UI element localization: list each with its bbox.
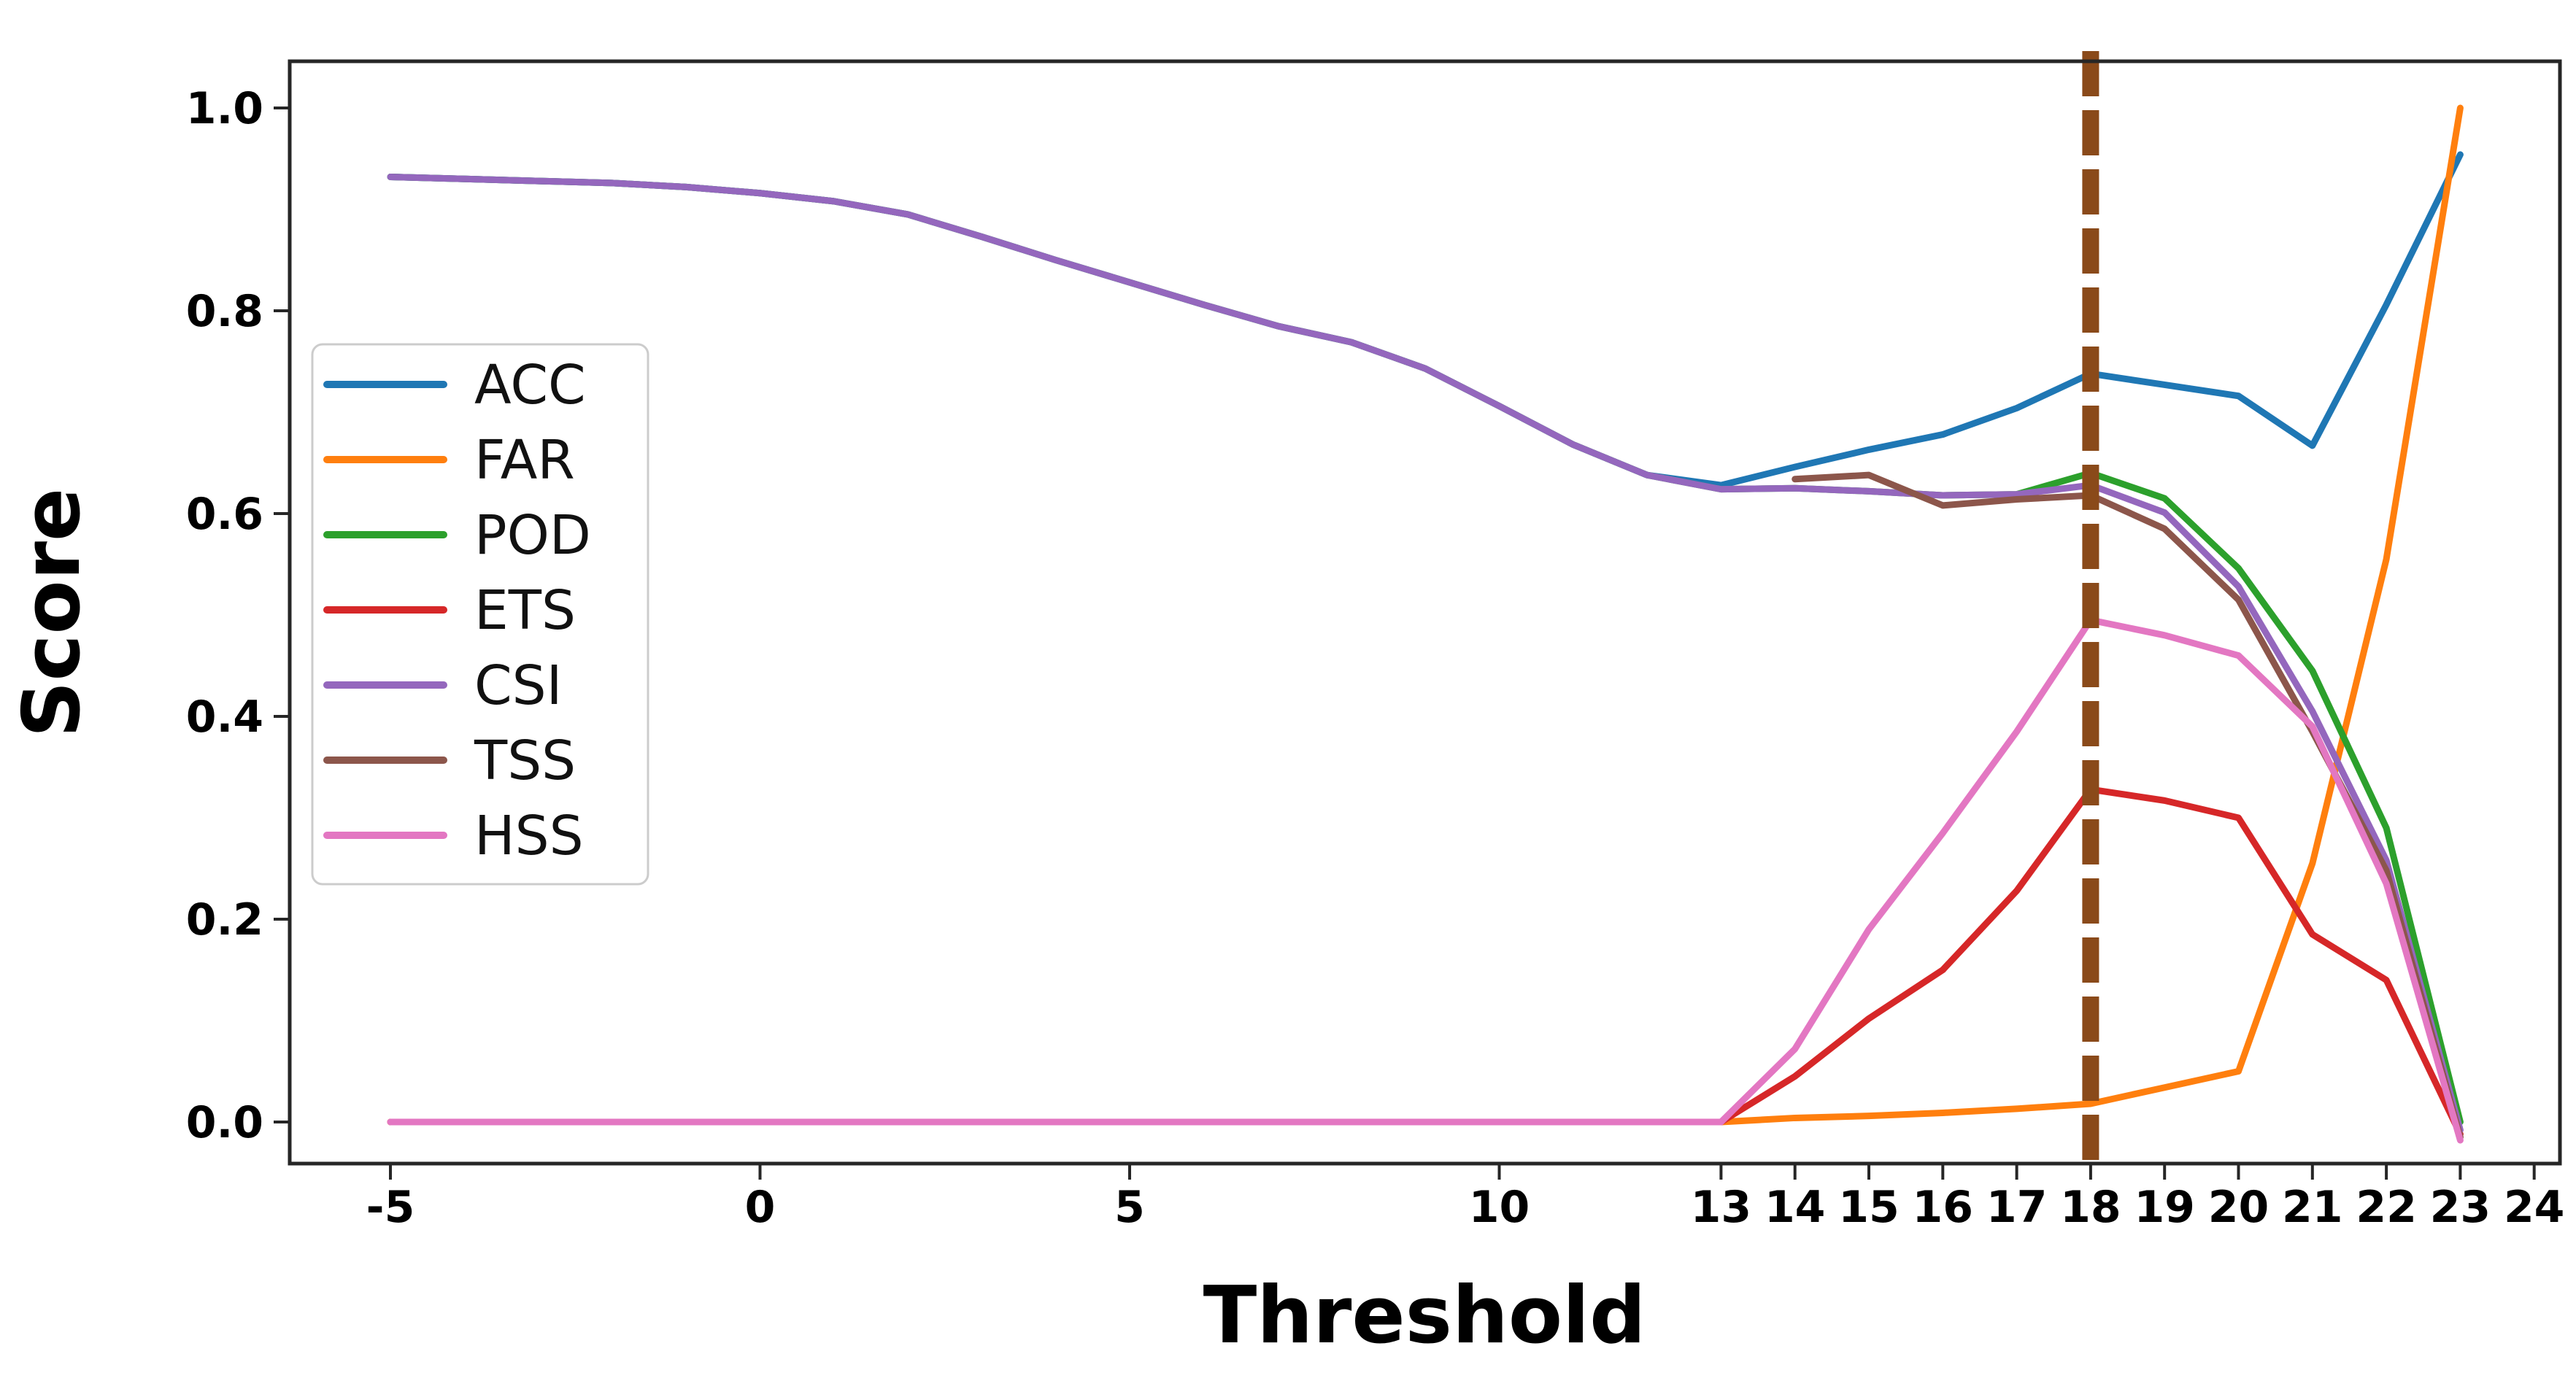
y-tick-label: 0.2 <box>186 894 263 945</box>
plot-border <box>288 59 2562 1166</box>
x-tick-label: 5 <box>1114 1182 1145 1233</box>
legend-item-csi: CSI <box>323 654 562 717</box>
y-axis-title: Score <box>7 488 98 738</box>
legend-item-hss: HSS <box>323 805 584 867</box>
legend-label-acc: ACC <box>474 354 586 417</box>
x-tick-label: 23 <box>2430 1182 2491 1233</box>
x-tick-label: 22 <box>2356 1182 2417 1233</box>
legend-item-acc: ACC <box>323 354 586 417</box>
series-line-ets <box>387 786 2464 1138</box>
x-tick-label: 24 <box>2504 1182 2565 1233</box>
legend-item-ets: ETS <box>323 579 576 642</box>
x-tick-label: -5 <box>366 1182 415 1233</box>
series-line-acc <box>387 151 2464 489</box>
legend-item-pod: POD <box>323 504 591 567</box>
series-line-pod <box>387 174 2464 1126</box>
x-tick-label: 10 <box>1469 1182 1530 1233</box>
legend-label-tss: TSS <box>474 730 576 792</box>
y-tick-label: 0.0 <box>186 1097 263 1148</box>
legend-label-pod: POD <box>474 504 591 567</box>
x-tick-label: 14 <box>1765 1182 1826 1233</box>
x-tick-label: 0 <box>745 1182 776 1233</box>
legend: ACC FAR POD ETS CSI TSS HSS <box>311 343 649 886</box>
x-tick-label: 20 <box>2208 1182 2270 1233</box>
y-tick-label: 0.8 <box>186 286 263 337</box>
legend-frame <box>311 343 649 886</box>
x-tick-label: 21 <box>2282 1182 2343 1233</box>
y-tick-label: 0.4 <box>186 692 263 743</box>
x-axis-title: Threshold <box>1203 1270 1646 1361</box>
x-tick-label: 18 <box>2060 1182 2121 1233</box>
legend-item-far: FAR <box>323 429 575 492</box>
y-tick-label: 1.0 <box>186 83 263 134</box>
x-tick-label: 13 <box>1691 1182 1752 1233</box>
x-tick-label: 16 <box>1913 1182 1974 1233</box>
legend-label-ets: ETS <box>474 579 576 642</box>
x-tick-label: 15 <box>1838 1182 1900 1233</box>
series-layer <box>387 104 2464 1144</box>
legend-label-csi: CSI <box>474 654 562 717</box>
x-tick-label: 19 <box>2134 1182 2195 1233</box>
axes-layer: -5 0 5 10 13 14 15 16 17 18 19 20 21 22 23 24 0.0 0.2 0.4 0… <box>186 59 2565 1233</box>
series-line-hss <box>387 616 2464 1144</box>
legend-label-hss: HSS <box>474 805 584 867</box>
series-line-csi <box>387 174 2464 1134</box>
series-line-far <box>387 104 2464 1126</box>
legend-item-tss: TSS <box>323 730 576 792</box>
y-tick-label: 0.6 <box>186 489 263 540</box>
legend-label-far: FAR <box>474 429 575 492</box>
x-tick-label: 17 <box>1986 1182 2048 1233</box>
